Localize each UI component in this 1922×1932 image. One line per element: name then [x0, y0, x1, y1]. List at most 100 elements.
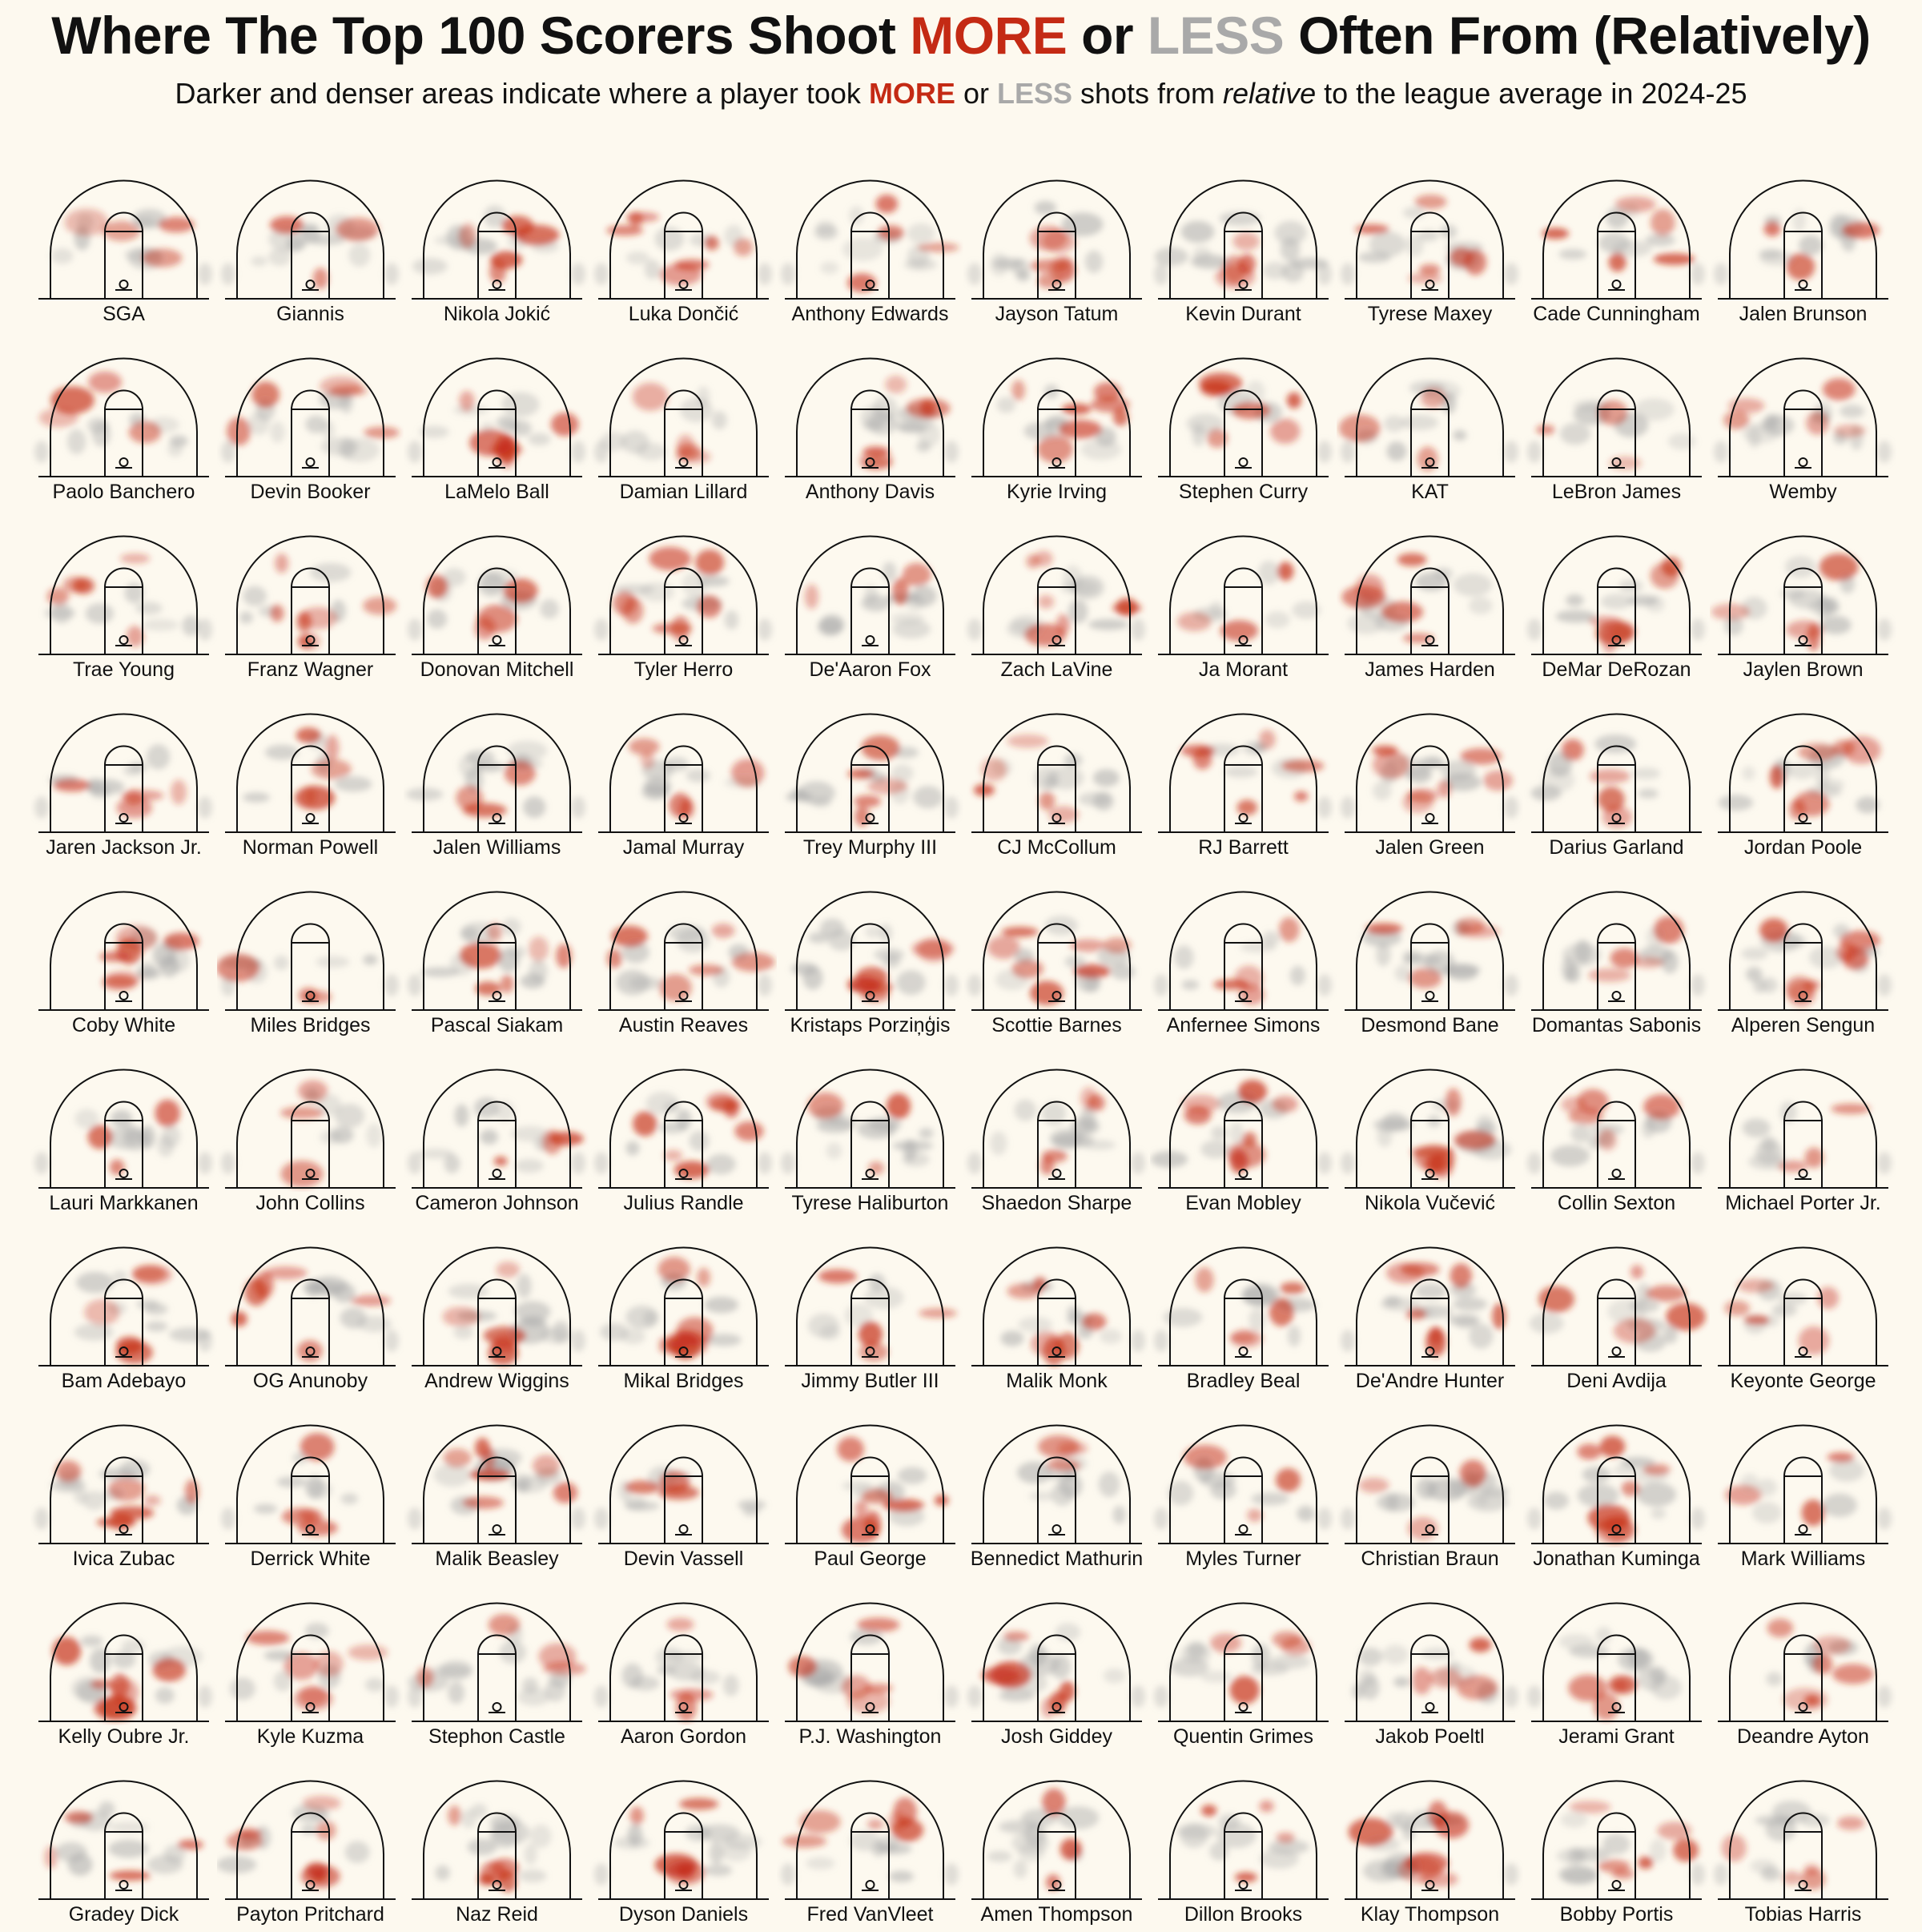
more-density-blob [416, 1666, 434, 1688]
less-density-blob [307, 235, 346, 246]
player-name: Jalen Green [1375, 836, 1485, 859]
more-density-blob [158, 216, 195, 233]
more-density-blob [1721, 1833, 1747, 1862]
court-panel: Austin Reaves [590, 865, 777, 1043]
more-density-blob [730, 759, 765, 787]
title-or: or [1067, 6, 1148, 65]
more-density-blob [299, 1510, 317, 1521]
player-name: Quentin Grimes [1172, 1725, 1314, 1748]
less-density-blob [1280, 237, 1301, 262]
half-court-lines [1345, 179, 1515, 300]
shot-density-map [1714, 179, 1888, 300]
more-density-blob [152, 1658, 187, 1682]
less-density-blob [1600, 594, 1632, 610]
more-density-blob [861, 735, 900, 761]
less-density-blob [864, 926, 883, 938]
more-density-blob [1048, 806, 1080, 823]
player-name: Devin Vassell [623, 1548, 744, 1570]
more-density-blob [336, 217, 380, 242]
more-density-blob [487, 922, 503, 942]
less-density-blob [1154, 1685, 1168, 1708]
less-density-blob [1401, 414, 1439, 431]
half-court-lines [1345, 1424, 1515, 1544]
court-panel: Scottie Barnes [963, 865, 1150, 1043]
more-density-blob [108, 1476, 145, 1502]
half-court-lines [412, 1246, 582, 1366]
less-density-blob [758, 1152, 772, 1174]
more-density-blob [659, 264, 702, 286]
half-court-lines [1531, 1602, 1702, 1722]
less-density-blob [408, 618, 422, 641]
more-density-blob [1277, 561, 1294, 582]
player-name: RJ Barrett [1198, 836, 1289, 859]
court-panel: CJ McCollum [963, 687, 1150, 865]
less-density-blob [1750, 1859, 1776, 1874]
more-density-blob [1610, 948, 1639, 968]
more-density-blob [126, 626, 144, 647]
less-density-blob [1080, 1106, 1096, 1131]
less-density-blob [808, 932, 830, 944]
more-density-blob [501, 215, 534, 235]
player-name: Tyrese Maxey [1367, 303, 1493, 325]
less-density-blob [882, 954, 901, 968]
player-name: Lauri Markkanen [49, 1192, 199, 1214]
less-density-blob [1382, 1644, 1409, 1664]
shot-density-map [1527, 1424, 1705, 1544]
more-density-blob [115, 924, 158, 952]
half-court-lines [412, 1780, 582, 1900]
less-density-blob [483, 569, 519, 582]
less-density-blob [1016, 269, 1031, 282]
less-density-blob [51, 602, 72, 624]
less-density-blob [1808, 946, 1844, 969]
more-density-blob [442, 1306, 480, 1327]
player-name: Deni Avdija [1566, 1370, 1667, 1392]
court-panel: Shaedon Sharpe [963, 1043, 1150, 1221]
more-density-blob [1801, 1499, 1825, 1527]
half-court-lines [1158, 1602, 1329, 1722]
player-name: Aaron Gordon [620, 1725, 747, 1748]
more-density-blob [110, 1506, 155, 1520]
less-density-blob [1131, 1152, 1145, 1174]
court-panel: Bradley Beal [1150, 1221, 1337, 1399]
more-density-blob [1614, 196, 1656, 213]
less-density-blob [676, 1109, 692, 1130]
less-density-blob [1383, 1295, 1401, 1307]
shot-density-map [34, 713, 212, 833]
less-density-blob [1877, 618, 1892, 641]
less-density-blob [967, 618, 982, 641]
half-court-lines [598, 535, 769, 655]
more-density-blob [1456, 1675, 1498, 1701]
less-density-blob [1052, 1133, 1094, 1148]
less-density-blob [524, 1843, 537, 1866]
shot-density-map [1718, 891, 1892, 1011]
more-density-blob [84, 1298, 120, 1326]
less-density-blob [50, 1479, 86, 1492]
more-density-blob [1011, 959, 1044, 979]
court-panel: Norman Powell [217, 687, 404, 865]
less-density-blob [1376, 943, 1391, 967]
more-density-blob [1061, 403, 1092, 415]
half-court-lines [1345, 357, 1515, 477]
more-density-blob [1598, 787, 1625, 812]
more-density-blob [1737, 1278, 1775, 1293]
more-density-blob [1469, 1637, 1492, 1652]
less-density-blob [514, 1301, 551, 1322]
more-density-blob [155, 1099, 180, 1127]
player-name: Jimmy Butler III [801, 1370, 939, 1392]
more-density-blob [1234, 1872, 1257, 1882]
less-density-blob [706, 1153, 736, 1175]
more-density-blob [1621, 1480, 1641, 1497]
more-density-blob [1724, 1300, 1751, 1316]
less-density-blob [1000, 1330, 1024, 1346]
less-density-blob [811, 796, 832, 808]
shot-density-map [594, 179, 772, 300]
more-density-blob [62, 576, 89, 593]
half-court-lines [412, 1602, 582, 1722]
less-density-blob [408, 1507, 422, 1530]
court-panel: Klay Thompson [1337, 1754, 1523, 1932]
half-court-lines [785, 357, 955, 477]
half-court-lines [1345, 891, 1515, 1011]
player-name: John Collins [255, 1192, 365, 1214]
less-density-blob [511, 420, 532, 437]
more-density-blob [1007, 734, 1049, 748]
